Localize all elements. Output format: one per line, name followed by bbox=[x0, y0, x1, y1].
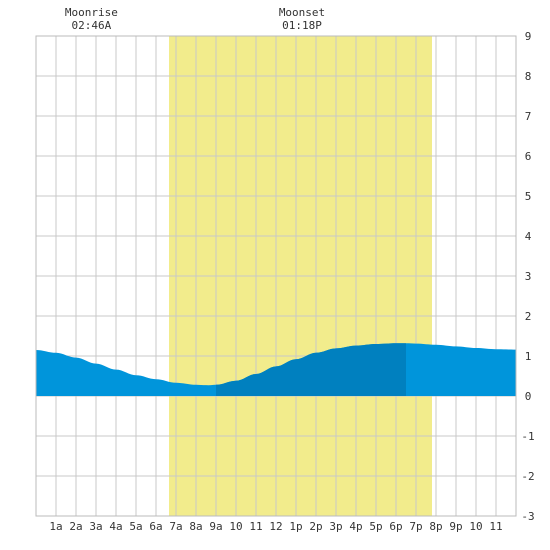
x-tick-label: 4a bbox=[109, 520, 122, 533]
y-tick-label: 2 bbox=[525, 310, 532, 323]
y-tick-label: 0 bbox=[525, 390, 532, 403]
y-tick-label: -2 bbox=[521, 470, 534, 483]
y-tick-label: 1 bbox=[525, 350, 532, 363]
y-tick-label: 3 bbox=[525, 270, 532, 283]
y-tick-label: -1 bbox=[521, 430, 534, 443]
x-tick-label: 10 bbox=[229, 520, 242, 533]
y-tick-label: 9 bbox=[525, 30, 532, 43]
grid bbox=[36, 36, 516, 516]
x-tick-label: 10 bbox=[469, 520, 482, 533]
x-tick-label: 3a bbox=[89, 520, 102, 533]
x-tick-label: 8p bbox=[429, 520, 442, 533]
x-tick-label: 12 bbox=[269, 520, 282, 533]
x-tick-label: 5p bbox=[369, 520, 382, 533]
moonrise-label: Moonrise bbox=[65, 6, 118, 19]
x-axis-ticks: 1a 2a 3a 4a 5a 6a 7a 8a 9a 10 11 12 1p 2p 3p 4p 5p 6p 7p 8p… bbox=[49, 520, 502, 533]
x-tick-label: 6p bbox=[389, 520, 402, 533]
y-axis-ticks: 9 8 7 6 5 4 3 2 1 0 -1 -2 -3 bbox=[521, 30, 534, 523]
x-tick-label: 4p bbox=[349, 520, 362, 533]
x-tick-label: 11 bbox=[489, 520, 502, 533]
tide-area bbox=[36, 343, 516, 396]
plot-border bbox=[35, 35, 517, 517]
x-tick-label: 9p bbox=[449, 520, 462, 533]
y-tick-label: 6 bbox=[525, 150, 532, 163]
y-tick-label: 7 bbox=[525, 110, 532, 123]
x-tick-label: 2p bbox=[309, 520, 322, 533]
x-tick-label: 1p bbox=[289, 520, 302, 533]
x-tick-label: 7p bbox=[409, 520, 422, 533]
y-tick-label: 5 bbox=[525, 190, 532, 203]
moonset-time: 01:18P bbox=[282, 19, 322, 32]
x-tick-label: 1a bbox=[49, 520, 62, 533]
y-tick-label: -3 bbox=[521, 510, 534, 523]
moonrise-time: 02:46A bbox=[72, 19, 112, 32]
x-tick-label: 8a bbox=[189, 520, 202, 533]
x-tick-label: 3p bbox=[329, 520, 342, 533]
y-tick-label: 4 bbox=[525, 230, 532, 243]
x-tick-label: 7a bbox=[169, 520, 182, 533]
x-tick-label: 11 bbox=[249, 520, 262, 533]
y-tick-label: 8 bbox=[525, 70, 532, 83]
x-tick-label: 9a bbox=[209, 520, 222, 533]
x-tick-label: 2a bbox=[69, 520, 82, 533]
tide-area-dark-fill bbox=[216, 343, 406, 396]
x-tick-label: 6a bbox=[149, 520, 162, 533]
moonset-label: Moonset bbox=[279, 6, 325, 19]
x-tick-label: 5a bbox=[129, 520, 142, 533]
